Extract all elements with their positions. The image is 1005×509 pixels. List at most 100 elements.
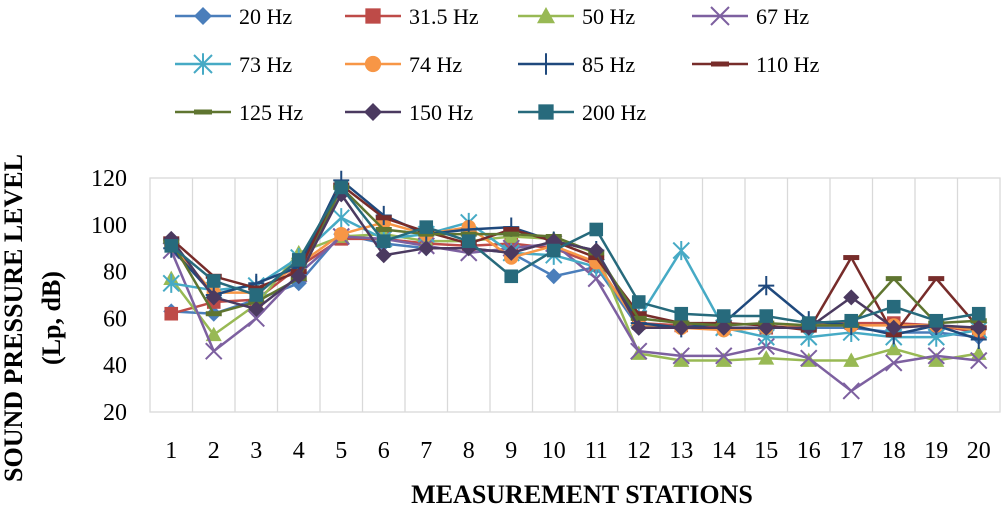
legend-marker	[194, 7, 212, 25]
data-point	[545, 268, 562, 285]
data-point	[630, 311, 647, 317]
data-point	[332, 208, 350, 228]
data-point	[715, 352, 732, 367]
data-point	[672, 240, 690, 261]
x-tick-label: 18	[882, 438, 906, 464]
data-point	[673, 319, 690, 336]
data-point	[885, 276, 902, 282]
data-point	[206, 274, 221, 288]
series-group	[162, 170, 988, 400]
data-point	[630, 342, 648, 360]
data-point	[673, 352, 690, 367]
legend-item: 73 Hz	[175, 52, 292, 77]
legend-label: 200 Hz	[582, 100, 646, 125]
data-point	[248, 301, 265, 318]
legend-label: 150 Hz	[409, 100, 473, 125]
series-line	[170, 193, 979, 330]
plot-border	[149, 177, 1001, 413]
data-point	[928, 276, 945, 282]
x-tick-label: 13	[669, 438, 693, 464]
legend-item: 74 Hz	[345, 52, 462, 77]
x-tick-label: 9	[505, 438, 517, 464]
x-tick-label: 6	[378, 438, 390, 464]
x-tick-label: 7	[420, 438, 432, 464]
data-point	[418, 231, 435, 237]
data-point	[162, 273, 180, 293]
legend-marker	[194, 109, 212, 115]
data-point	[630, 319, 647, 336]
data-point	[205, 311, 222, 317]
x-tick-label: 15	[754, 438, 778, 464]
legend-label: 74 Hz	[409, 52, 462, 77]
data-point	[503, 231, 520, 237]
legend-marker	[364, 103, 382, 121]
data-point	[971, 306, 986, 321]
data-point	[842, 382, 860, 400]
data-point	[588, 242, 605, 259]
legend-marker	[538, 104, 554, 120]
x-tick-label: 1	[165, 438, 177, 464]
data-point	[503, 226, 520, 232]
x-tick-label: 20	[967, 438, 991, 464]
data-point	[674, 306, 689, 321]
legend-label: 85 Hz	[582, 52, 635, 77]
legend-marker	[711, 61, 729, 67]
legend-label: 67 Hz	[756, 4, 809, 29]
data-point	[504, 269, 519, 284]
data-point	[375, 226, 392, 232]
data-point	[715, 347, 733, 365]
x-tick-label: 4	[293, 438, 305, 464]
legend-item: 125 Hz	[175, 100, 303, 125]
data-point	[672, 347, 690, 365]
x-tick-label: 12	[627, 438, 651, 464]
data-point	[630, 315, 647, 321]
data-point	[546, 243, 561, 258]
legend-item: 31.5 Hz	[345, 4, 479, 29]
data-point	[715, 319, 732, 336]
x-tick-label: 14	[712, 438, 736, 464]
y-tick-label: 20	[103, 400, 127, 426]
gridlines	[191, 178, 959, 412]
legend-item: 20 Hz	[175, 4, 292, 29]
data-point	[418, 240, 435, 257]
y-tick-label: 100	[91, 213, 127, 239]
legend-label: 110 Hz	[756, 52, 820, 77]
legend-label: 31.5 Hz	[409, 4, 479, 29]
legend-item: 110 Hz	[692, 52, 820, 77]
data-point	[164, 239, 179, 253]
x-tick-label: 19	[924, 438, 948, 464]
x-tick-label: 8	[463, 438, 475, 464]
data-point	[334, 180, 349, 195]
data-point	[759, 309, 774, 323]
y-tick-label: 40	[103, 353, 127, 379]
legend-marker	[537, 53, 555, 75]
data-point	[928, 352, 945, 367]
legend-marker	[193, 53, 213, 75]
legend-item: 85 Hz	[518, 52, 635, 77]
y-tick-label: 60	[103, 306, 127, 332]
x-tick-label: 5	[335, 438, 347, 464]
data-point	[164, 306, 179, 321]
data-point	[758, 350, 775, 365]
data-point	[843, 352, 860, 367]
x-tick-label: 17	[839, 438, 863, 464]
legend-label: 125 Hz	[239, 100, 303, 125]
data-point	[886, 299, 901, 314]
data-point	[419, 220, 434, 234]
legend-label: 50 Hz	[582, 4, 635, 29]
data-point	[248, 285, 265, 291]
plot-area	[149, 177, 1001, 413]
data-point	[375, 247, 392, 264]
data-point	[631, 295, 646, 309]
data-point	[844, 313, 859, 328]
data-point	[205, 342, 223, 360]
data-point	[843, 289, 860, 306]
data-point	[885, 354, 903, 372]
data-point	[249, 288, 264, 302]
data-point	[376, 234, 391, 248]
data-point	[801, 316, 816, 330]
legend-marker	[537, 7, 555, 24]
legend-item: 150 Hz	[345, 100, 473, 125]
data-point	[843, 255, 860, 261]
